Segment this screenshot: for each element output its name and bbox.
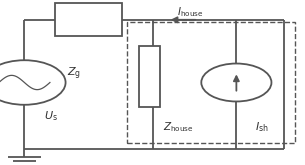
Text: $I_{\rm house}$: $I_{\rm house}$ — [177, 5, 204, 19]
Bar — [139, 46, 160, 107]
Bar — [127, 22, 295, 143]
Text: $I_{\rm sh}$: $I_{\rm sh}$ — [255, 120, 268, 134]
Text: $Z_{\rm g}$: $Z_{\rm g}$ — [67, 66, 81, 82]
Text: $U_{\rm s}$: $U_{\rm s}$ — [44, 109, 58, 123]
Text: $Z_{\rm house}$: $Z_{\rm house}$ — [163, 120, 194, 134]
Bar — [55, 3, 122, 36]
